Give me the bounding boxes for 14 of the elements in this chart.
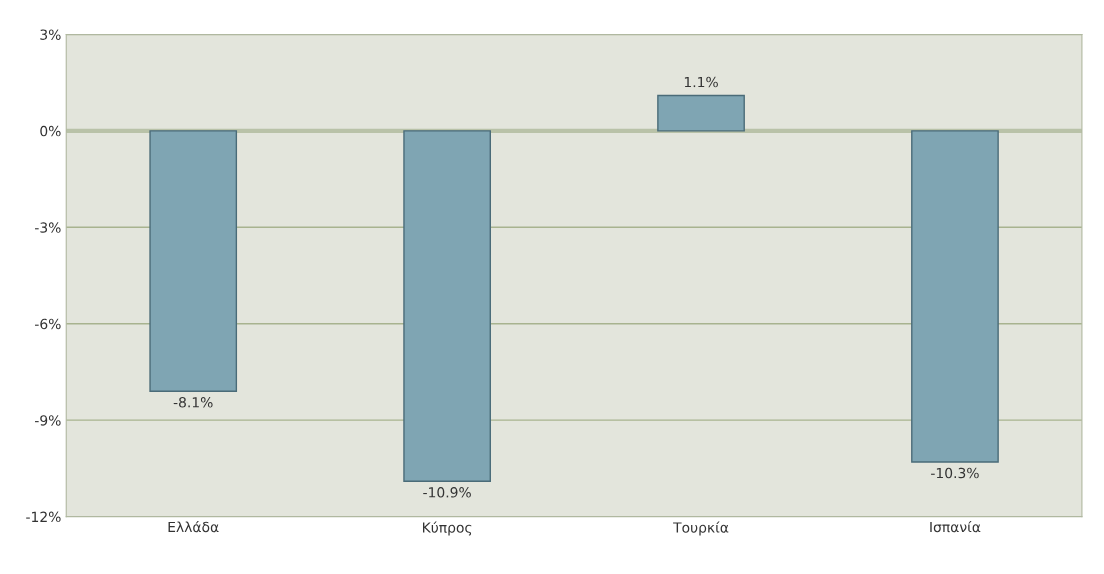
x-tick-label: Κύπρος [423,521,472,536]
data-label: -10.3% [931,467,979,479]
y-tick-label: -6% [35,318,61,330]
y-tick-label: 3% [40,29,61,40]
x-tick-label: Τουρκία [673,521,729,536]
y-tick-label: -9% [35,415,61,426]
y-tick-label: -3% [35,222,61,233]
x-tick-label: Ισπανία [930,520,981,533]
y-tick-label: -12% [26,511,61,523]
data-label: 1.1% [684,76,718,88]
data-label: -8.1% [173,397,213,408]
x-tick-label: Ελλάδα [168,520,219,533]
data-label: -10.9% [423,487,471,498]
y-tick-label: 0% [40,125,61,137]
